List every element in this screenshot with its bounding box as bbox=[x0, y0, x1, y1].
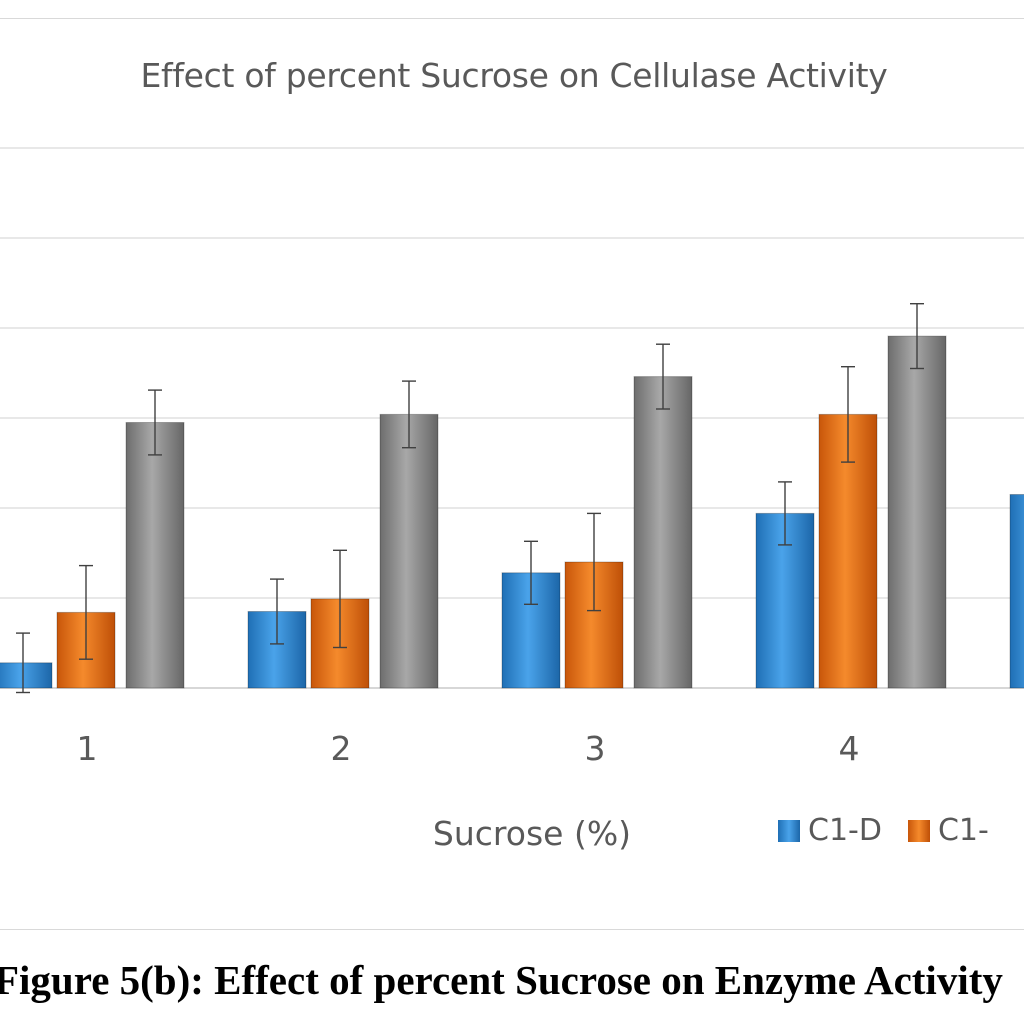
error-bar-series-1-cat-4 bbox=[778, 481, 792, 546]
legend-item-2: C1- bbox=[907, 813, 989, 848]
x-tick-labels: 12345 bbox=[77, 729, 860, 768]
legend-swatch bbox=[778, 819, 800, 842]
chart-title: Effect of percent Sucrose on Cellulase A… bbox=[140, 56, 888, 95]
legend-label: C1- bbox=[937, 813, 989, 848]
bar-series-3-cat-2 bbox=[379, 413, 439, 689]
x-tick-label: 3 bbox=[585, 729, 606, 768]
legend-item-1: C1-D bbox=[778, 813, 882, 848]
error-bar-series-2-cat-4 bbox=[841, 366, 855, 463]
x-tick-label: 1 bbox=[77, 729, 98, 768]
legend-swatch bbox=[907, 819, 930, 842]
error-bar-series-1-cat-1 bbox=[16, 632, 30, 694]
error-bar-series-1-cat-3 bbox=[524, 540, 538, 605]
bar-series-1-cat-5 bbox=[1009, 494, 1024, 689]
bar-series-3-cat-1 bbox=[125, 422, 185, 689]
figure-caption: Figure 5(b): Effect of percent Sucrose o… bbox=[0, 957, 1003, 1003]
error-bar-series-2-cat-3 bbox=[587, 512, 601, 612]
error-bar-series-3-cat-1 bbox=[148, 389, 162, 456]
bar-series-3-cat-3 bbox=[633, 376, 693, 689]
error-bar-series-2-cat-2 bbox=[333, 549, 347, 649]
bar-series-1-cat-1 bbox=[0, 662, 53, 689]
error-bar-series-3-cat-4 bbox=[910, 303, 924, 370]
x-tick-label: 2 bbox=[331, 729, 352, 768]
error-bar-series-3-cat-3 bbox=[656, 343, 670, 410]
legend: C1-D C1- bbox=[778, 813, 1015, 850]
legend-label: C1-D bbox=[808, 813, 882, 848]
error-bars bbox=[16, 303, 924, 694]
bar-series-3-cat-4 bbox=[887, 335, 947, 689]
error-bar-series-1-cat-2 bbox=[270, 578, 284, 645]
bars bbox=[0, 335, 1024, 689]
chart-frame bbox=[0, 18, 1024, 930]
error-bar-series-2-cat-1 bbox=[79, 564, 93, 660]
x-axis-title: Sucrose (%) bbox=[432, 814, 632, 853]
x-tick-label: 4 bbox=[839, 729, 860, 768]
error-bar-series-3-cat-2 bbox=[402, 380, 416, 449]
